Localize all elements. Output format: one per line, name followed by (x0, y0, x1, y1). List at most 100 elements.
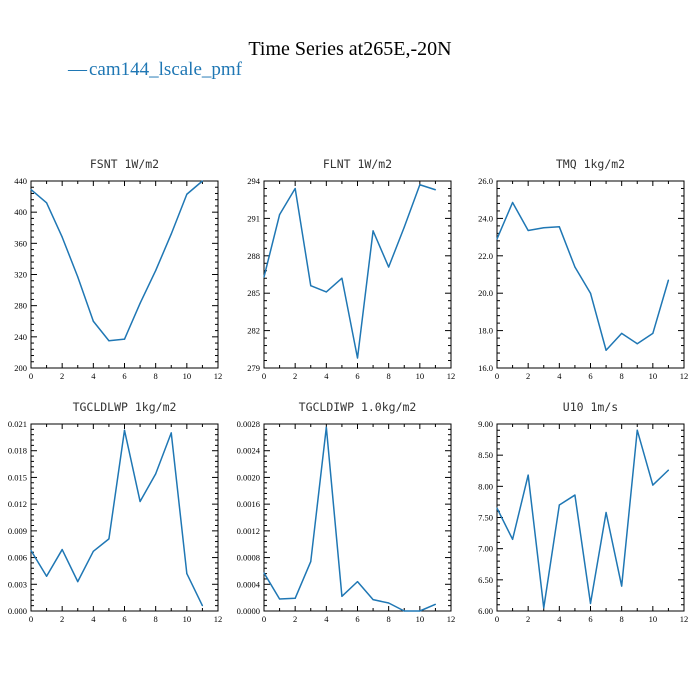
x-tick-label: 0 (29, 371, 33, 381)
subplot-grid: FSNT 1W/m20 2 4 6 8 10 12200240280320360400440… (8, 157, 688, 624)
subplot-title: U10 1m/s (563, 400, 618, 414)
y-tick-label: 6.00 (478, 606, 493, 616)
x-tick-label: 10 (649, 371, 658, 381)
subplot-title: TGCLDIWP 1.0kg/m2 (299, 400, 417, 414)
data-point (419, 184, 421, 186)
x-tick-label: 12 (214, 614, 223, 624)
y-tick-label: 200 (14, 363, 27, 373)
y-tick-label: 0.012 (8, 499, 27, 509)
y-tick-label: 0.009 (8, 526, 27, 536)
data-point (527, 474, 529, 476)
data-point (263, 276, 265, 278)
data-point (108, 340, 110, 342)
x-tick-label: 0 (495, 614, 499, 624)
y-tick-label: 18.0 (478, 326, 493, 336)
y-tick-label: 9.00 (478, 419, 493, 429)
x-tick-label: 8 (387, 371, 391, 381)
data-point (139, 500, 141, 503)
y-tick-label: 440 (14, 176, 27, 186)
y-tick-label: 0.0016 (237, 499, 260, 509)
data-point (61, 236, 63, 238)
y-tick-label: 294 (247, 176, 261, 186)
y-tick-label: 0.021 (8, 419, 27, 429)
y-tick-label: 26.0 (478, 176, 493, 186)
x-tick-label: 4 (557, 371, 562, 381)
y-tick-label: 8.50 (478, 450, 493, 460)
x-tick-label: 6 (355, 614, 359, 624)
y-tick-label: 8.00 (478, 481, 493, 491)
x-tick-label: 6 (122, 614, 126, 624)
y-tick-label: 400 (14, 207, 27, 217)
subplot-2: FLNT 1W/m2 0 2 4 6 8 10 12 279 282 285 288 291 294 (247, 157, 455, 381)
y-tick-label: 282 (247, 326, 260, 336)
x-tick-label: 12 (447, 614, 456, 624)
x-tick-label: 2 (526, 371, 530, 381)
x-tick-label: 12 (214, 371, 223, 381)
data-point (341, 277, 343, 279)
data-point (294, 597, 296, 599)
data-point (636, 343, 638, 345)
y-tick-label: 0.003 (8, 579, 27, 589)
data-point (155, 270, 157, 272)
data-point (372, 230, 374, 232)
y-tick-label: 0.006 (8, 553, 27, 563)
y-tick-label: 7.50 (478, 513, 493, 523)
x-tick-label: 10 (649, 614, 658, 624)
subplot-3: TMQ 1kg/m2 0 2 4 6 8 10 12 16.0 18.0 20.0 22.0 24.0 2… (478, 157, 688, 381)
data-point (139, 302, 141, 304)
subplot-5: TGCLDIWP 1.0kg/m2 0 2 4 6 8 10 12 0.0000 0.0004 0.… (237, 400, 456, 624)
data-point (574, 494, 576, 496)
data-point (108, 538, 110, 540)
y-tick-label: 24.0 (478, 213, 493, 223)
data-point (636, 429, 638, 431)
series-line (30, 180, 203, 342)
data-point (621, 585, 623, 587)
series-line (263, 426, 436, 612)
y-tick-label: 279 (247, 363, 260, 373)
data-point (574, 266, 576, 268)
x-tick-label: 8 (154, 614, 158, 624)
data-point (278, 598, 281, 600)
data-point (123, 429, 126, 431)
data-point (356, 581, 359, 583)
data-point (92, 320, 94, 322)
y-tick-label: 0.000 (8, 606, 27, 616)
x-tick-label: 12 (680, 614, 689, 624)
data-point (419, 610, 421, 612)
x-tick-label: 10 (183, 371, 192, 381)
data-point (45, 202, 48, 204)
data-point (356, 357, 359, 359)
data-point (278, 214, 281, 216)
y-tick-label: 20.0 (478, 288, 493, 298)
y-tick-label: 16.0 (478, 363, 493, 373)
data-point (310, 560, 312, 563)
data-point (30, 549, 32, 552)
y-tick-label: 0.018 (8, 446, 27, 456)
data-point (388, 266, 390, 268)
data-point (667, 279, 670, 281)
data-point (201, 605, 204, 607)
data-point (92, 550, 94, 552)
data-point (543, 607, 545, 609)
data-point (652, 484, 654, 486)
x-tick-label: 10 (416, 371, 425, 381)
series-line (30, 429, 204, 606)
data-point (30, 188, 32, 191)
data-point (310, 285, 312, 287)
x-tick-label: 4 (324, 614, 329, 624)
data-point (186, 573, 188, 575)
data-point (325, 291, 327, 293)
x-tick-label: 2 (60, 371, 64, 381)
x-tick-label: 4 (557, 614, 562, 624)
subplot-title: FLNT 1W/m2 (323, 157, 392, 171)
data-point (388, 602, 390, 604)
data-point (77, 276, 79, 278)
x-tick-label: 8 (387, 614, 391, 624)
x-tick-label: 0 (495, 371, 499, 381)
data-point (170, 432, 172, 434)
x-tick-label: 10 (183, 614, 192, 624)
data-point (325, 426, 327, 428)
subplot-title: TGCLDLWP 1kg/m2 (73, 400, 177, 414)
data-point (511, 538, 514, 540)
